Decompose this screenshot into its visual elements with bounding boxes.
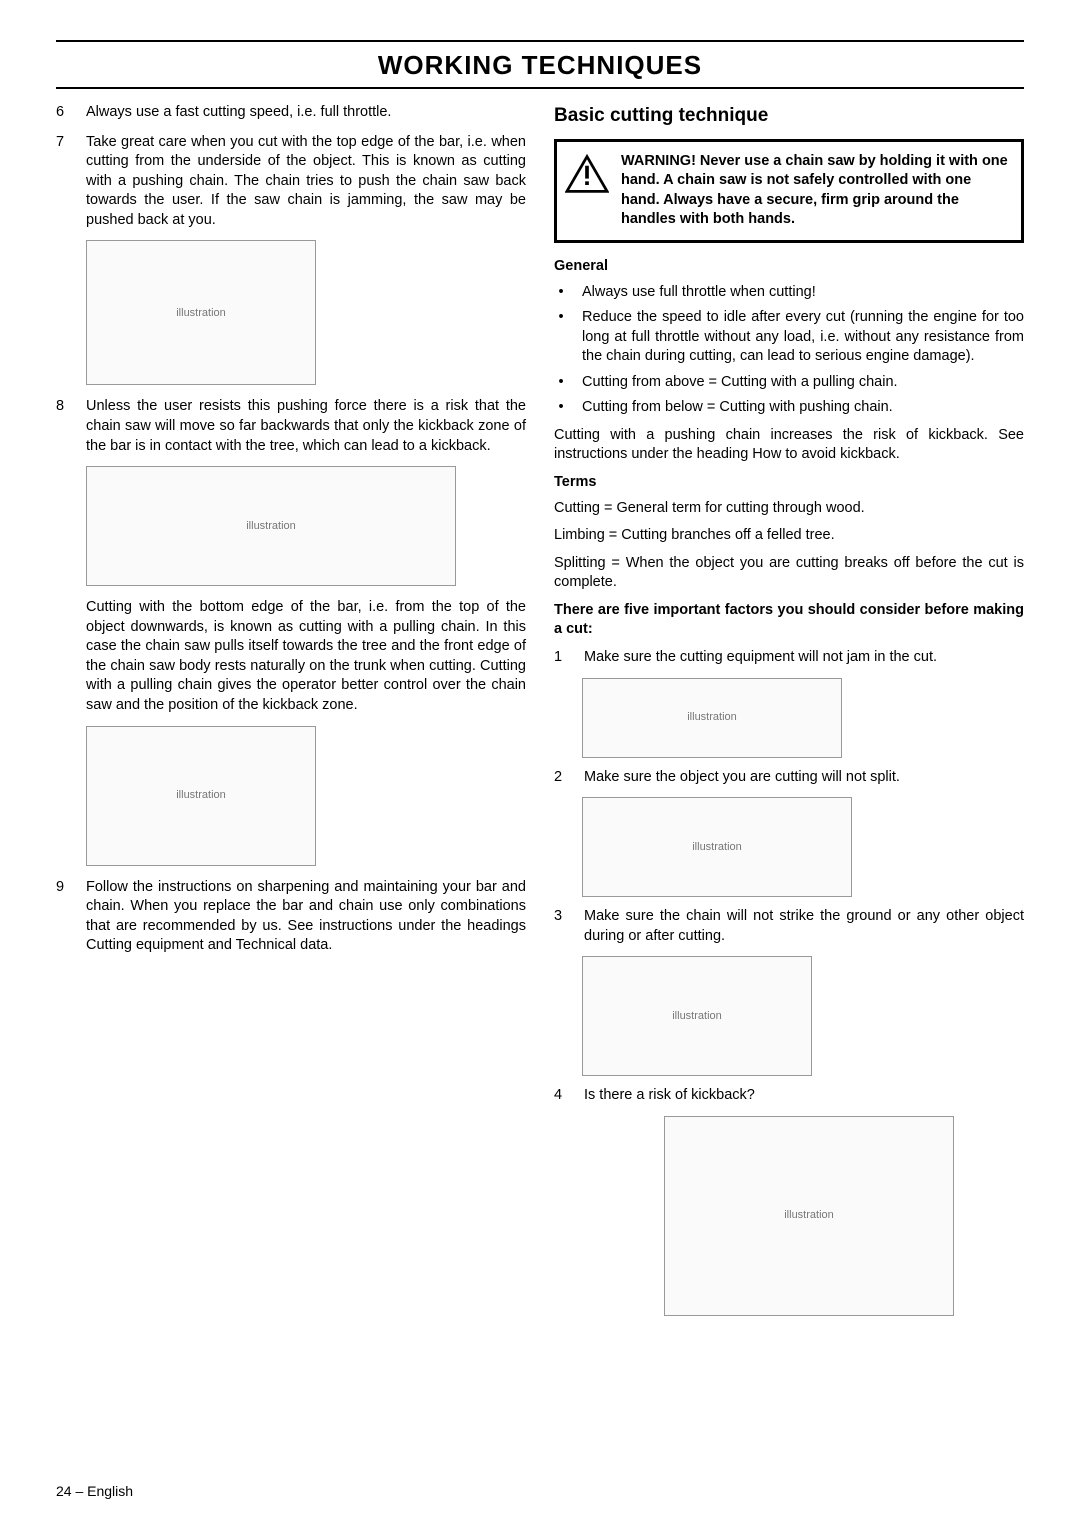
top-rule: [56, 40, 1024, 42]
figure-placeholder: illustration: [672, 1009, 722, 1024]
item-number-blank: [56, 598, 72, 715]
left-column: 6 Always use a fast cutting speed, i.e. …: [56, 103, 526, 1326]
bullet-item: • Always use full throttle when cutting!: [554, 283, 1024, 303]
figure-placeholder: illustration: [692, 840, 742, 855]
page-footer: 24 – English: [56, 1482, 133, 1501]
figure-placeholder: illustration: [687, 710, 737, 725]
content-columns: 6 Always use a fast cutting speed, i.e. …: [56, 103, 1024, 1326]
factor-item-1: 1 Make sure the cutting equipment will n…: [554, 648, 1024, 668]
factor-item-2: 2 Make sure the object you are cutting w…: [554, 768, 1024, 788]
bullet-dot: •: [554, 308, 568, 367]
bullet-dot: •: [554, 398, 568, 418]
term-limbing: Limbing = Cutting branches off a felled …: [554, 526, 1024, 546]
factor-item-3: 3 Make sure the chain will not strike th…: [554, 907, 1024, 946]
list-item-8: 8 Unless the user resists this pushing f…: [56, 397, 526, 456]
list-item-6: 6 Always use a fast cutting speed, i.e. …: [56, 103, 526, 123]
bullet-dot: •: [554, 283, 568, 303]
item-text: Is there a risk of kickback?: [584, 1086, 1024, 1106]
list-item-9: 9 Follow the instructions on sharpening …: [56, 878, 526, 956]
figure-placeholder: illustration: [784, 1208, 834, 1223]
term-splitting: Splitting = When the object you are cutt…: [554, 554, 1024, 593]
figure-pushing-chain: illustration: [86, 240, 316, 385]
figure-placeholder: illustration: [176, 306, 226, 321]
figure-split: illustration: [582, 797, 852, 897]
item-number: 8: [56, 397, 72, 456]
figure-ground-strike: illustration: [582, 956, 812, 1076]
item-number: 6: [56, 103, 72, 123]
right-column: Basic cutting technique WARNING! Never u…: [554, 103, 1024, 1326]
list-item-8-cont: Cutting with the bottom edge of the bar,…: [56, 598, 526, 715]
item-number: 2: [554, 768, 570, 788]
bullet-item: •Reduce the speed to idle after every cu…: [554, 308, 1024, 367]
item-text: Cutting with the bottom edge of the bar,…: [86, 598, 526, 715]
figure-kickback-zone: illustration: [86, 466, 456, 586]
title-rule: [56, 87, 1024, 89]
term-cutting: Cutting = General term for cutting throu…: [554, 499, 1024, 519]
bullet-dot: •: [554, 373, 568, 393]
subheading-general: General: [554, 257, 1024, 277]
bullet-item: • Cutting from below = Cutting with pushi…: [554, 398, 1024, 418]
bullet-text: Always use full throttle when cutting!: [582, 283, 1024, 303]
factor-item-4: 4 Is there a risk of kickback?: [554, 1086, 1024, 1106]
bullet-text: Reduce the speed to idle after every cut…: [582, 308, 1024, 367]
item-text: Make sure the chain will not strike the …: [584, 907, 1024, 946]
five-factors-heading: There are five important factors you sho…: [554, 601, 1024, 640]
figure-jam: illustration: [582, 678, 842, 758]
bullet-text: Cutting from above = Cutting with a pull…: [582, 373, 1024, 393]
bullet-item: • Cutting from above = Cutting with a pul…: [554, 373, 1024, 393]
title-bar: WORKING TECHNIQUES: [56, 48, 1024, 83]
item-text: Follow the instructions on sharpening an…: [86, 878, 526, 956]
item-text: Unless the user resists this pushing for…: [86, 397, 526, 456]
item-number: 7: [56, 133, 72, 231]
general-bullets: •Always use full throttle when cutting! …: [554, 283, 1024, 418]
item-text: Make sure the object you are cutting wil…: [584, 768, 1024, 788]
item-text: Make sure the cutting equipment will not…: [584, 648, 1024, 668]
subheading-terms: Terms: [554, 473, 1024, 493]
warning-box: WARNING! Never use a chain saw by holdin…: [554, 139, 1024, 243]
figure-pulling-chain: illustration: [86, 726, 316, 866]
item-text: Take great care when you cut with the to…: [86, 133, 526, 231]
item-text: Always use a fast cutting speed, i.e. fu…: [86, 103, 526, 123]
figure-placeholder: illustration: [176, 788, 226, 803]
figure-kickback-risk: illustration: [664, 1116, 954, 1316]
general-paragraph: Cutting with a pushing chain increases t…: [554, 426, 1024, 465]
item-number: 3: [554, 907, 570, 946]
figure-placeholder: illustration: [246, 519, 296, 534]
item-number: 4: [554, 1086, 570, 1106]
bullet-text: Cutting from below = Cutting with pushin…: [582, 398, 1024, 418]
list-item-7: 7 Take great care when you cut with the …: [56, 133, 526, 231]
item-number: 9: [56, 878, 72, 956]
section-heading-basic-cutting: Basic cutting technique: [554, 103, 1024, 129]
warning-triangle-icon: [565, 152, 609, 192]
warning-text: WARNING! Never use a chain saw by holdin…: [621, 152, 1009, 230]
item-number: 1: [554, 648, 570, 668]
page-title: WORKING TECHNIQUES: [378, 48, 702, 83]
